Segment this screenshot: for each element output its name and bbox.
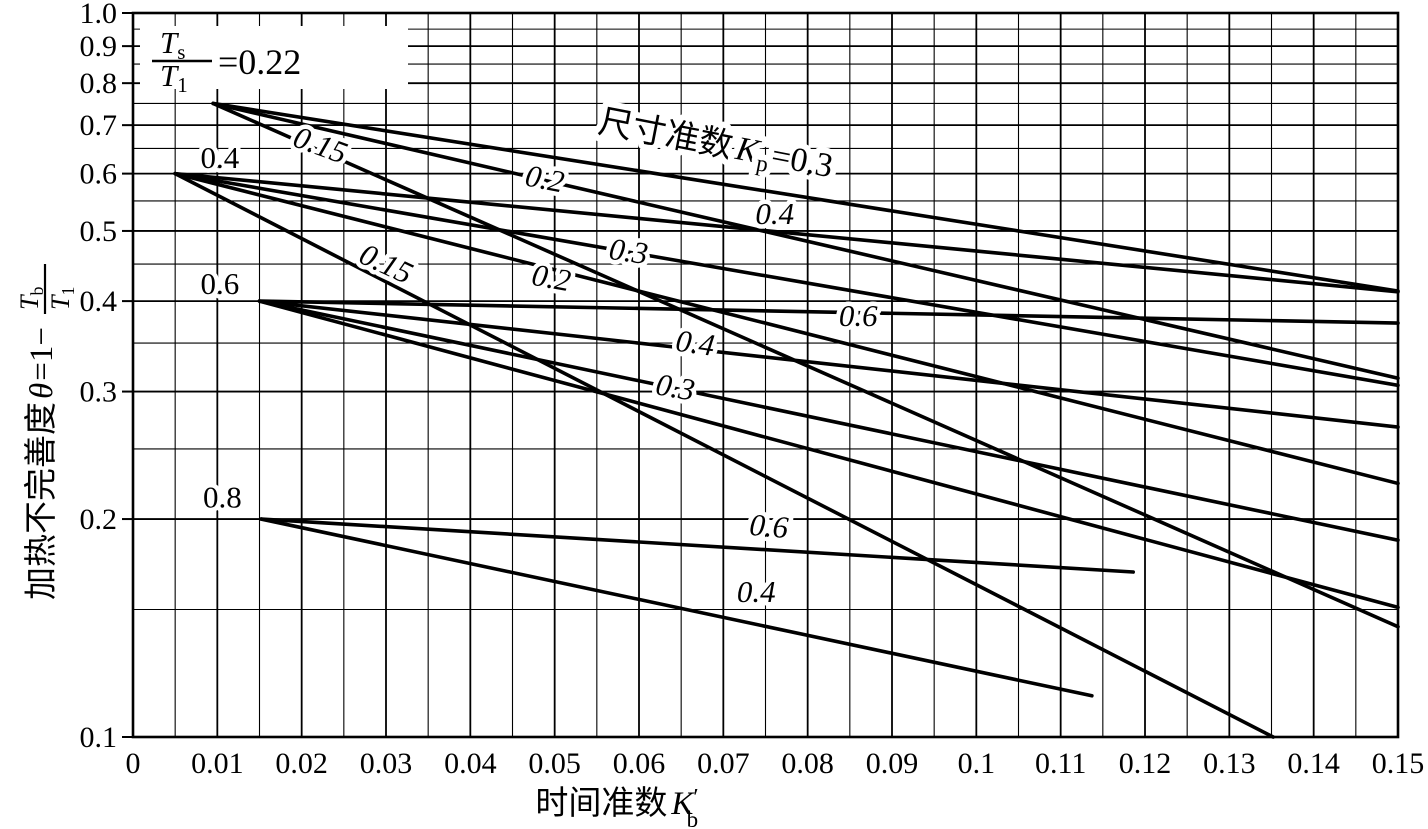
kp-line-label: 0.3 [653, 366, 697, 407]
curve-ts0.6-kp0.3 [257, 299, 1400, 542]
curve-ts0.6-kp0.4 [257, 299, 1400, 429]
y-tick-label: 1.0 [80, 0, 118, 30]
y-tick-label: 0.5 [80, 215, 118, 248]
curve-ts0.22-kp0.2 [211, 101, 1400, 381]
x-tick-label: 0.07 [697, 747, 750, 780]
kp-line-label: 0.4 [755, 196, 794, 231]
svg-text:尺寸准数Kp=0.3: 尺寸准数Kp=0.3 [595, 103, 837, 190]
x-tick-label: 0.01 [191, 747, 244, 780]
x-tick-label: 0.09 [866, 747, 919, 780]
y-tick-label: 0.4 [80, 285, 118, 318]
kp-heading: 尺寸准数Kp=0.3 [589, 97, 842, 192]
kp-line-label: 0.2 [523, 158, 568, 200]
kp-line-label: 0.4 [737, 574, 776, 609]
y-tick-label: 0.8 [80, 67, 118, 100]
curve-ts0.4-kp0.4 [173, 171, 1400, 294]
kp-line-label: 0.15 [289, 119, 352, 170]
x-tick-label: 0.03 [360, 747, 413, 780]
x-tick-label: 0.08 [781, 747, 834, 780]
y-tick-label: 0.3 [80, 376, 118, 409]
ts-t1-family-label: 0.8 [203, 479, 242, 514]
curve-ts0.22-kp0.15 [211, 101, 1400, 629]
y-tick-label: 0.2 [80, 503, 118, 536]
x-tick-label: 0.14 [1287, 747, 1340, 780]
curve-ts0.4-kp0.3 [173, 171, 1400, 388]
corner-frac-denominator: T1 [160, 58, 188, 97]
x-tick-label: 0.02 [275, 747, 328, 780]
y-title-frac-numerator: Tb [15, 287, 47, 310]
x-tick-label: 0.12 [1119, 747, 1172, 780]
kp-line-label: 0.6 [839, 298, 878, 333]
curve-ts0.8-kp0.6 [259, 517, 1135, 574]
curve-ts0.8-kp0.4 [259, 517, 1094, 698]
x-tick-label: 0.05 [528, 747, 581, 780]
corner-annotation-background [140, 26, 408, 89]
ts-t1-family-label: 0.4 [200, 140, 239, 175]
corner-annotation: Ts T1 =0.22 [140, 25, 408, 97]
kp-line-label: 0.15 [354, 236, 418, 291]
kp-line-label: 0.6 [748, 507, 790, 545]
y-tick-label: 0.6 [80, 158, 118, 191]
x-tick-label: 0 [126, 747, 141, 780]
curve-ts0.22-kp0.3 [211, 101, 1400, 293]
kp-line-label: 0.4 [674, 323, 717, 363]
y-axis-title: 加热不完善度θ=1− Tb T1 [15, 264, 78, 600]
plot-border-layer [131, 11, 1400, 739]
curve-ts0.4-kp0.15 [173, 171, 1275, 739]
curve-ts0.4-kp0.2 [173, 171, 1400, 486]
kp-line-label: 0.3 [607, 231, 650, 271]
x-tick-label: 0.1 [958, 747, 996, 780]
y-tick-label: 0.1 [80, 721, 118, 754]
series-layer [173, 101, 1400, 739]
kp-line-label: 0.2 [529, 257, 573, 298]
x-tick-label: 0.15 [1372, 747, 1425, 780]
plot-border [131, 11, 1400, 739]
y-tick-label: 0.7 [80, 109, 118, 142]
x-tick-label: 0.06 [613, 747, 666, 780]
ts-t1-family-label: 0.6 [200, 266, 239, 301]
curve-ts0.6-kp0.2 [257, 299, 1400, 610]
kp-heading-cn: 尺寸准数 [595, 103, 736, 166]
kp-value: =0.3 [768, 137, 836, 185]
x-axis-title: 时间准数 K′ b [535, 785, 698, 829]
corner-equals-value: =0.22 [218, 42, 301, 82]
x-tick-label: 0.04 [444, 747, 497, 780]
x-tick-label: 0.13 [1203, 747, 1256, 780]
tick-labels-layer: 1.00.90.80.70.60.50.40.30.20.10 0.01 0.02 0… [80, 0, 1425, 780]
x-tick-label: 0.11 [1035, 747, 1086, 780]
y-axis-title-text: 加热不完善度θ=1− [23, 327, 60, 600]
y-title-frac-denominator: T1 [46, 287, 78, 310]
y-tick-label: 0.9 [80, 30, 118, 63]
corner-frac-numerator: Ts [160, 25, 185, 64]
curve-ts0.6-kp0.6 [257, 299, 1400, 325]
